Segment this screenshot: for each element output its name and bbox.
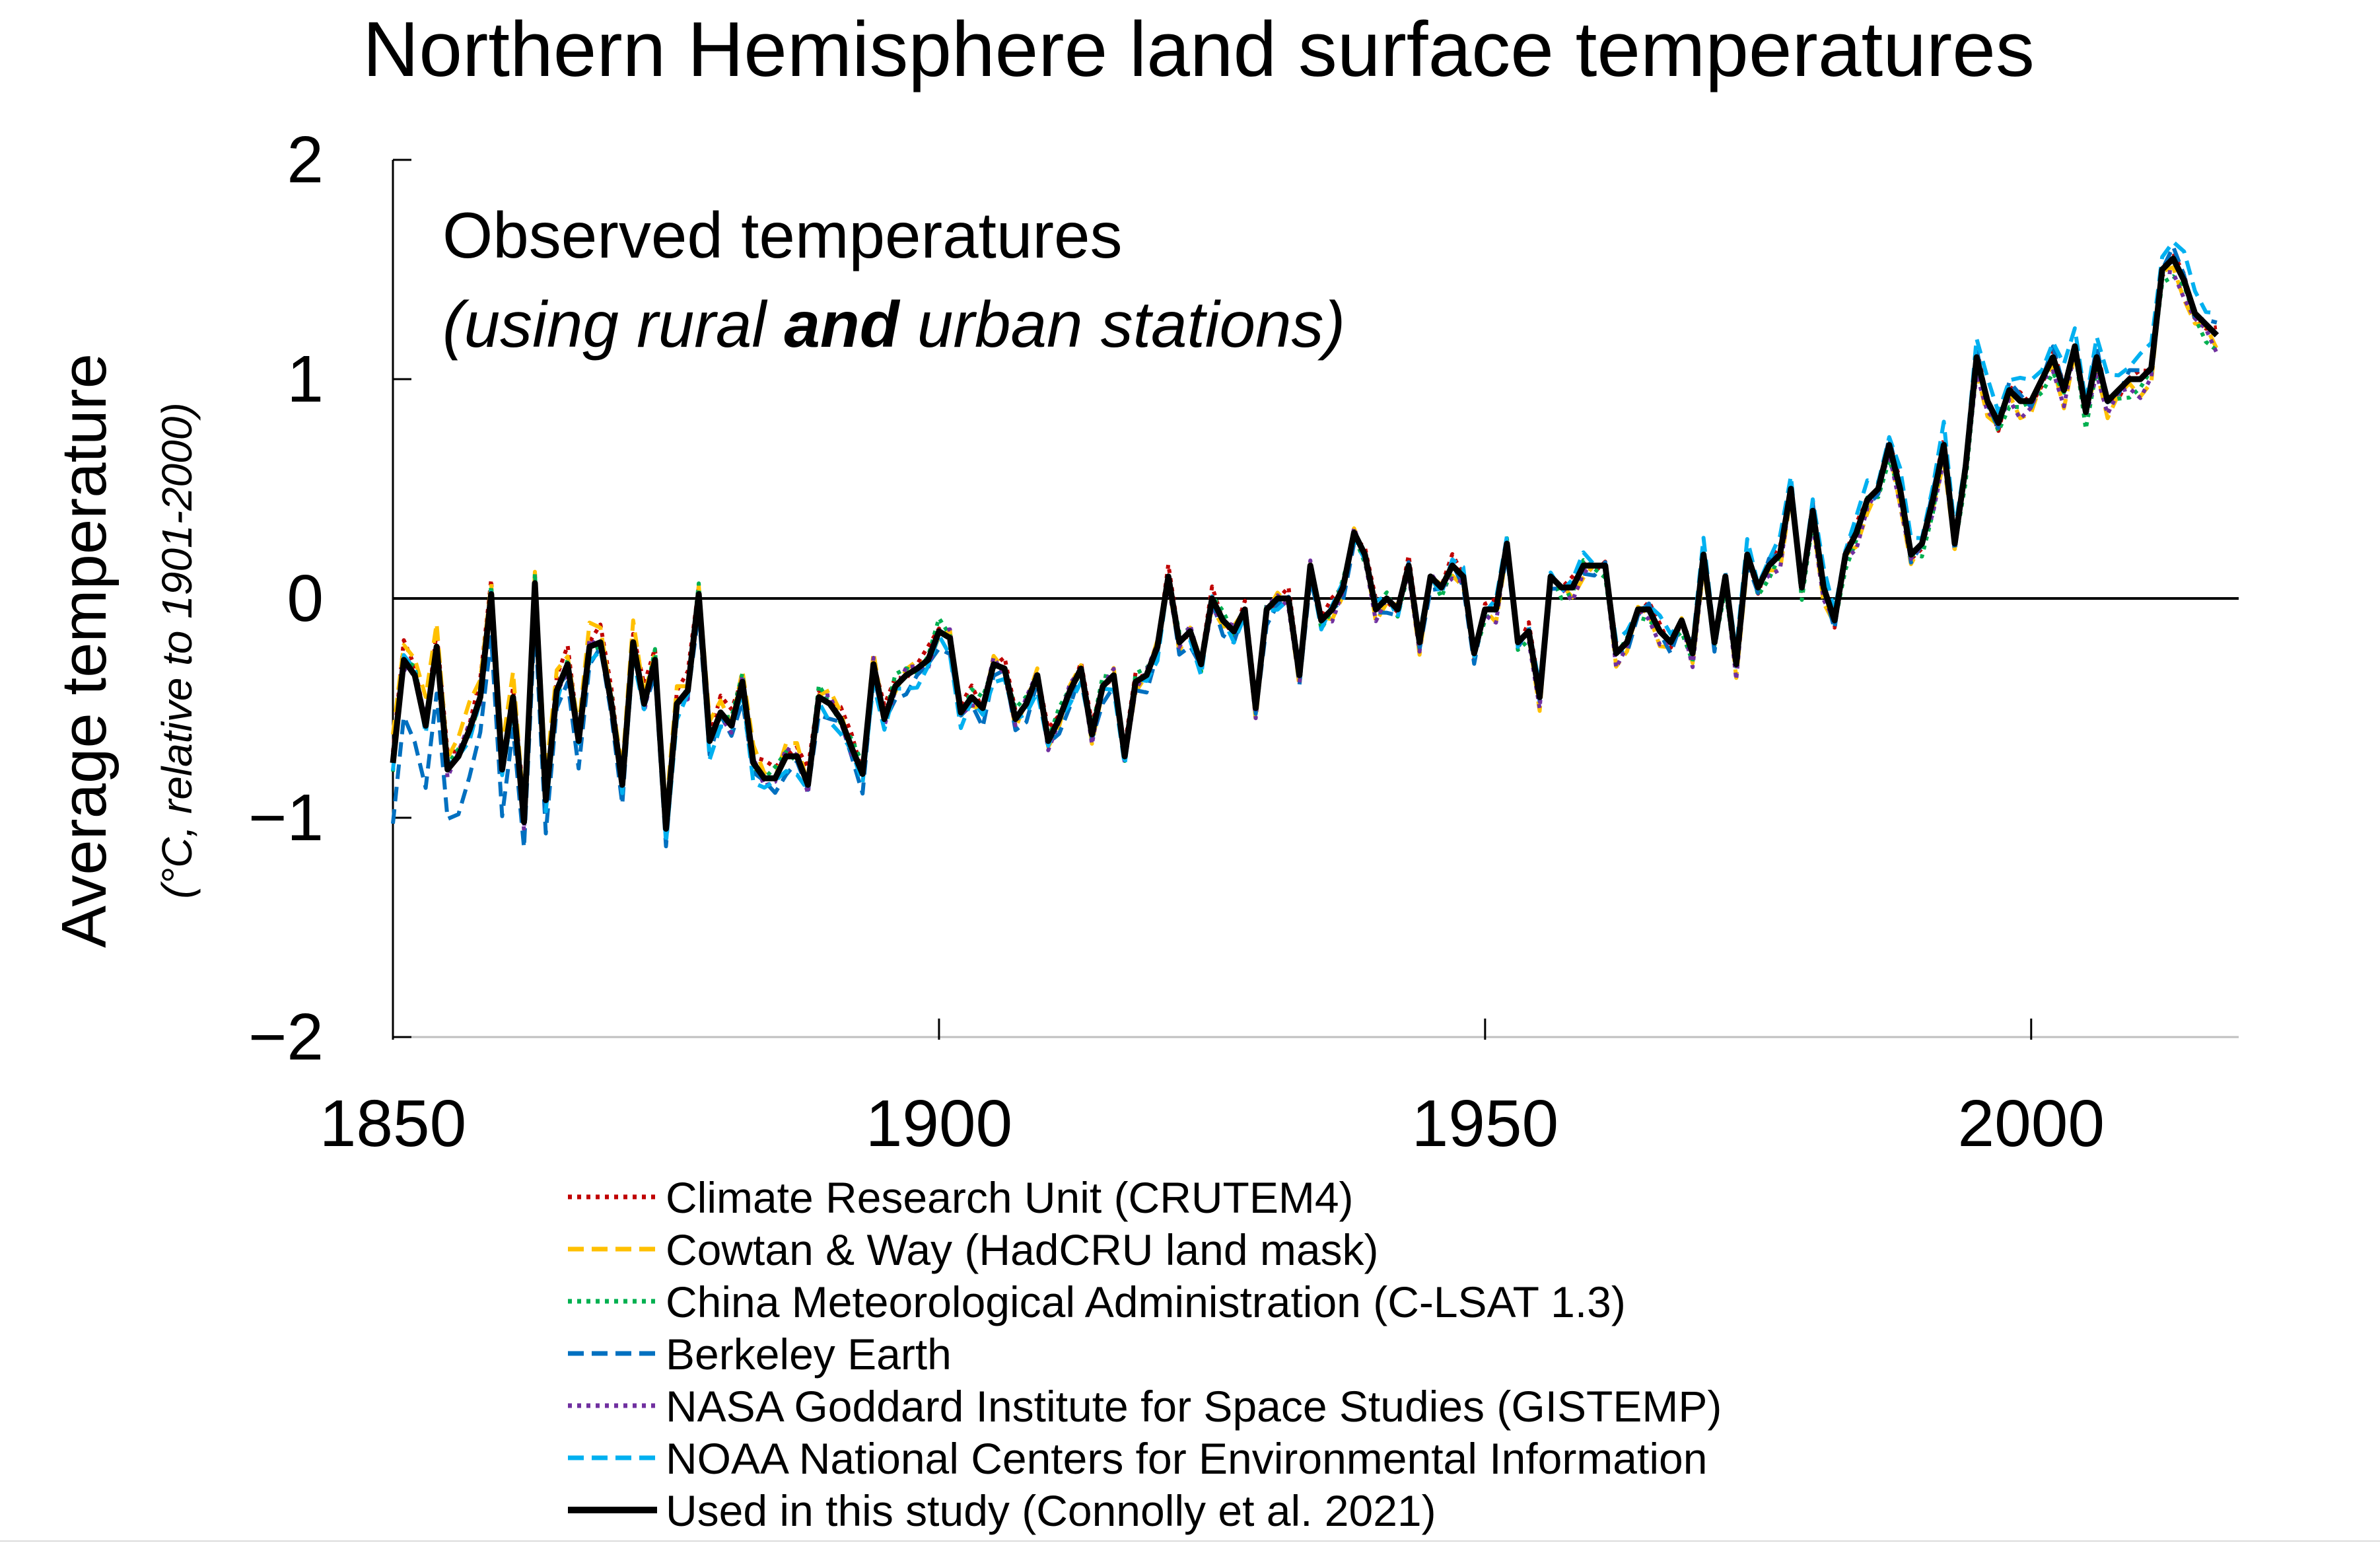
x-tick-label: 1900 bbox=[866, 1087, 1012, 1161]
annotation-line-2-bold: and bbox=[784, 288, 900, 361]
legend-label-2: Cowtan & Way (HadCRU land mask) bbox=[666, 1225, 1379, 1274]
y-tick-label: 0 bbox=[287, 561, 324, 635]
legend-label-7: Used in this study (Connolly et al. 2021… bbox=[666, 1486, 1436, 1535]
y-axis-label-main: Average temperature bbox=[49, 353, 120, 948]
annotation-line-2-b: urban stations) bbox=[899, 288, 1345, 361]
legend-label-6: NOAA National Centers for Environmental … bbox=[666, 1434, 1707, 1483]
y-tick-label: 2 bbox=[287, 123, 324, 197]
annotation-line-1: Observed temperatures bbox=[442, 199, 1122, 271]
series-line-7 bbox=[390, 255, 2220, 832]
y-tick-label: −2 bbox=[248, 1000, 324, 1074]
axes: 2 1 0 −1 −2 1850 1900 1950 2000 bbox=[248, 123, 2239, 1161]
legend-label-5: NASA Goddard Institute for Space Studies… bbox=[666, 1382, 1722, 1431]
x-tick-label: 1950 bbox=[1412, 1087, 1558, 1161]
y-tick-label: 1 bbox=[287, 342, 324, 416]
legend-label-1: Climate Research Unit (CRUTEM4) bbox=[666, 1173, 1354, 1222]
chart-title: Northern Hemisphere land surface tempera… bbox=[363, 6, 2035, 93]
annotation-line-2: (using rural and urban stations) bbox=[442, 288, 1345, 361]
x-tick-label: 1850 bbox=[320, 1087, 466, 1161]
legend-label-4: Berkeley Earth bbox=[666, 1330, 952, 1379]
y-axis-label-sub: (°C, relative to 1901-2000) bbox=[153, 402, 201, 898]
series-layer bbox=[390, 240, 2220, 850]
bottom-divider bbox=[0, 1540, 2380, 1542]
plot-annotation: Observed temperatures (using rural and u… bbox=[442, 199, 1345, 361]
annotation-line-2-a: (using rural bbox=[442, 288, 784, 361]
legend-label-3: China Meteorological Administration (C-L… bbox=[666, 1277, 1626, 1326]
y-tick-label: −1 bbox=[248, 781, 324, 855]
legend: Climate Research Unit (CRUTEM4)Cowtan & … bbox=[568, 1173, 1722, 1535]
x-tick-label: 2000 bbox=[1958, 1087, 2105, 1161]
y-axis-label: Average temperature (°C, relative to 190… bbox=[49, 353, 201, 948]
